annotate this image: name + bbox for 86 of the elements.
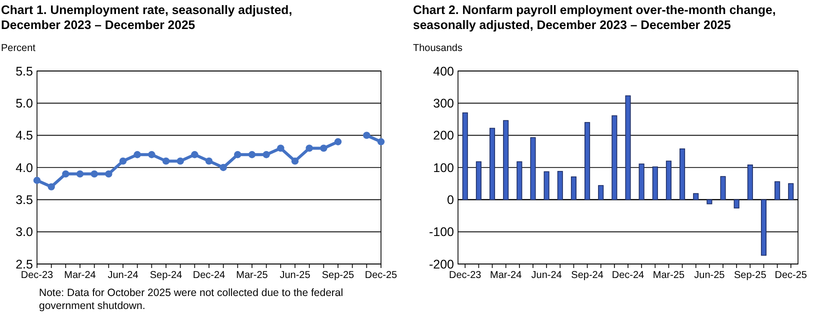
point xyxy=(162,157,170,165)
y-tick-label: 3.0 xyxy=(16,225,34,240)
point xyxy=(90,170,98,178)
x-tick-label: Sep-25 xyxy=(322,270,355,281)
bar xyxy=(530,137,536,200)
y-tick-label: 200 xyxy=(433,128,454,143)
chart-title: Chart 1. Unemployment rate, seasonally adjusted, December 2023 – December 2025 xyxy=(1,3,292,32)
point xyxy=(262,151,270,158)
y-axis-title: Thousands xyxy=(413,43,462,54)
bar xyxy=(584,122,590,200)
bar xyxy=(720,176,726,200)
point xyxy=(320,144,328,152)
point xyxy=(33,176,41,184)
x-tick-label: Dec-23 xyxy=(20,270,54,281)
y-tick-label: 5.0 xyxy=(16,96,34,111)
y-tick-label: 100 xyxy=(433,160,454,175)
bar xyxy=(516,161,522,200)
text: Note: Data for October 2025 were not collected due to the federal government shutdown. xyxy=(39,287,344,312)
y-tick-label: 400 xyxy=(433,64,454,78)
point xyxy=(205,157,213,165)
bar xyxy=(706,199,712,204)
bar xyxy=(774,181,780,200)
y-tick-label: -200 xyxy=(428,257,454,272)
bar xyxy=(625,95,631,200)
chart-title: Chart 2. Nonfarm payroll employment over-the-month change, seasonally adjusted, December 2023 – December 2025 xyxy=(413,3,776,32)
bar xyxy=(489,128,496,200)
point xyxy=(191,151,198,158)
point xyxy=(134,151,141,158)
y-tick-label: 300 xyxy=(433,96,454,111)
bar xyxy=(557,170,563,200)
x-tick-label: Jun-25 xyxy=(694,270,726,281)
point xyxy=(119,157,127,165)
x-tick-label: Mar-25 xyxy=(236,270,268,281)
x-tick-label: Sep-25 xyxy=(734,270,767,281)
bar xyxy=(462,112,468,200)
x-tick-label: Dec-24 xyxy=(612,270,645,281)
bar xyxy=(544,171,550,200)
point xyxy=(377,138,385,146)
y-tick-label: 4.0 xyxy=(16,160,34,175)
bar xyxy=(788,183,794,200)
point xyxy=(277,144,284,152)
x-tick-label: Jun-25 xyxy=(280,270,311,281)
y-axis-title: Percent xyxy=(1,43,36,54)
x-tick-label: Mar-24 xyxy=(64,270,96,281)
y-tick-label: 5.5 xyxy=(16,64,34,78)
x-tick-label: Jun-24 xyxy=(108,270,139,281)
y-tick-label: -100 xyxy=(428,225,454,240)
point xyxy=(148,151,156,158)
x-tick-label: Sep-24 xyxy=(571,270,604,281)
bar xyxy=(666,160,672,200)
y-tick-label: 0 xyxy=(447,193,454,208)
point xyxy=(220,164,227,172)
bar xyxy=(760,199,767,256)
bar xyxy=(612,115,618,200)
point xyxy=(363,132,370,139)
bar xyxy=(652,166,658,200)
point xyxy=(248,151,256,158)
x-tick-label: Dec-25 xyxy=(774,270,808,281)
x-tick-label: Jun-24 xyxy=(531,270,562,281)
x-tick-label: Dec-24 xyxy=(192,270,226,281)
point xyxy=(176,157,184,165)
point xyxy=(334,138,342,146)
x-tick-label: Sep-24 xyxy=(150,270,183,281)
point xyxy=(234,151,242,158)
y-tick-label: 2.5 xyxy=(16,257,34,272)
x-tick-label: Dec-25 xyxy=(364,270,398,281)
bar xyxy=(693,193,699,200)
point xyxy=(306,144,313,152)
point xyxy=(48,183,55,190)
bar xyxy=(476,161,482,200)
bar xyxy=(598,185,604,200)
bar xyxy=(680,148,686,200)
x-tick-label: Dec-23 xyxy=(449,270,482,281)
point xyxy=(291,157,299,165)
bar xyxy=(503,120,509,200)
y-tick-label: 4.5 xyxy=(16,128,34,143)
y-tick-label: 3.5 xyxy=(16,193,34,208)
bar xyxy=(570,176,576,200)
point xyxy=(76,170,84,178)
bar xyxy=(747,164,753,200)
point xyxy=(105,170,112,178)
bar xyxy=(734,199,740,208)
x-tick-label: Mar-24 xyxy=(490,270,522,281)
x-tick-label: Mar-25 xyxy=(652,270,685,281)
point xyxy=(62,170,70,178)
bar xyxy=(638,164,644,200)
